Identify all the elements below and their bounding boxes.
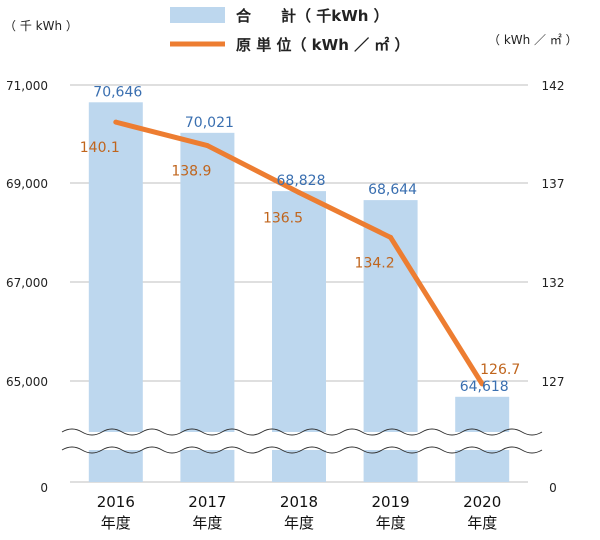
left-tick-label: 0 [40, 481, 48, 495]
x-category-year: 2016 [97, 493, 135, 511]
right-tick-label: 127 [542, 375, 565, 389]
line-value-label: 126.7 [480, 362, 520, 378]
right-tick-label: 132 [542, 276, 565, 290]
right-tick-label: 142 [542, 79, 565, 93]
x-category-year: 2018 [280, 493, 318, 511]
x-category-year: 2020 [463, 493, 501, 511]
left-tick-label: 71,000 [6, 79, 48, 93]
line-value-label: 138.9 [171, 164, 211, 180]
line-value-label: 134.2 [355, 255, 395, 271]
line-point-2017 [204, 143, 210, 149]
x-category-suffix: 年度 [284, 514, 314, 532]
line-value-label: 140.1 [80, 140, 120, 156]
line-point-2020 [479, 381, 485, 387]
line-point-2018 [296, 189, 302, 195]
axis-break-top [61, 428, 543, 436]
right-axis-unit: （ kWh ／ ㎡ ） [488, 33, 578, 47]
legend-line-label: 原 単 位（ kWh ／ ㎡ ） [236, 36, 410, 54]
x-category-suffix: 年度 [467, 514, 497, 532]
legend-bar-label: 合 計（ 千kWh ） [235, 7, 389, 25]
left-tick-label: 67,000 [6, 276, 48, 290]
bar-value-label: 64,618 [460, 379, 509, 395]
line-value-label: 136.5 [263, 210, 303, 226]
left-tick-label: 69,000 [6, 177, 48, 191]
x-category-suffix: 年度 [101, 514, 131, 532]
line-point-2016 [113, 119, 119, 125]
x-category-suffix: 年度 [376, 514, 406, 532]
line-point-2019 [388, 234, 394, 240]
x-category-year: 2017 [188, 493, 226, 511]
x-category-year: 2019 [372, 493, 410, 511]
bar-value-label: 68,828 [277, 173, 326, 189]
bar-value-label: 70,021 [185, 115, 234, 131]
right-tick-label: 0 [549, 481, 557, 495]
left-tick-label: 65,000 [6, 375, 48, 389]
bar-value-label: 70,646 [93, 84, 142, 100]
bar-2016 [88, 102, 143, 483]
right-tick-label: 137 [542, 177, 565, 191]
left-axis-unit: （ 千 kWh ） [4, 19, 78, 33]
axis-break-fill [62, 432, 536, 450]
bar-value-label: 68,644 [368, 182, 417, 198]
axis-break-bottom [61, 446, 543, 454]
x-category-suffix: 年度 [192, 514, 222, 532]
bar-2017 [180, 132, 235, 482]
legend-bar-swatch [170, 7, 225, 23]
